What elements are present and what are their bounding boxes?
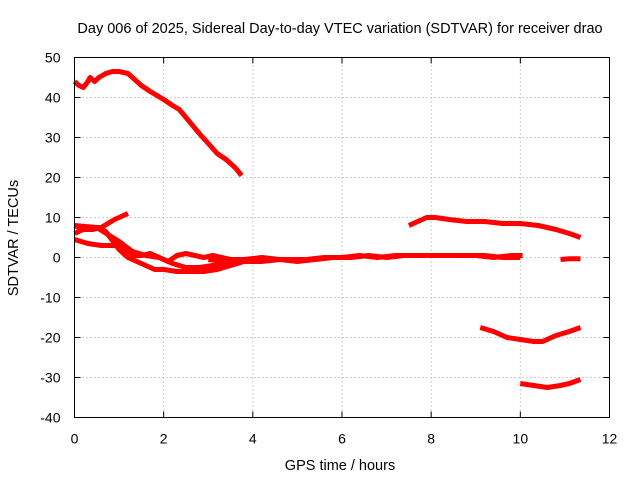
series-line-track-10 bbox=[519, 377, 582, 390]
y-axis-label: SDTVAR / TECUs bbox=[6, 180, 22, 296]
y-tick-label: -30 bbox=[40, 370, 60, 386]
chart-title: Day 006 of 2025, Sidereal Day-to-day VTE… bbox=[77, 21, 602, 37]
x-axis-label: GPS time / hours bbox=[285, 458, 395, 474]
x-tick-label: 4 bbox=[249, 431, 257, 447]
y-tick-label: 30 bbox=[45, 130, 61, 146]
data-series bbox=[72, 69, 582, 390]
x-tick-label: 10 bbox=[513, 431, 529, 447]
series-line-track-7 bbox=[407, 215, 582, 240]
y-tick-label: 20 bbox=[45, 170, 61, 186]
series-line-track-6 bbox=[208, 253, 523, 264]
y-tick-label: -20 bbox=[40, 330, 60, 346]
x-tick-label: 6 bbox=[338, 431, 346, 447]
x-tick-label: 12 bbox=[602, 431, 618, 447]
x-tick-label: 0 bbox=[71, 431, 79, 447]
y-tick-label: 10 bbox=[45, 210, 61, 226]
series-line-track-9 bbox=[479, 325, 582, 344]
y-tick-label: 0 bbox=[53, 250, 61, 266]
y-tick-label: -10 bbox=[40, 290, 60, 306]
grid-lines bbox=[74, 57, 610, 418]
series-line-track-1 bbox=[72, 69, 244, 178]
axis-ticks: 0 2 4 6 8 10 12 -40 -30 -20 -10 0 10 20 30 40 50 bbox=[40, 50, 617, 447]
y-tick-label: -40 bbox=[40, 410, 60, 426]
x-tick-label: 8 bbox=[427, 431, 435, 447]
y-tick-label: 40 bbox=[45, 90, 61, 106]
x-tick-label: 2 bbox=[160, 431, 168, 447]
y-tick-label: 50 bbox=[45, 50, 61, 66]
series-line-track-8 bbox=[560, 256, 581, 262]
